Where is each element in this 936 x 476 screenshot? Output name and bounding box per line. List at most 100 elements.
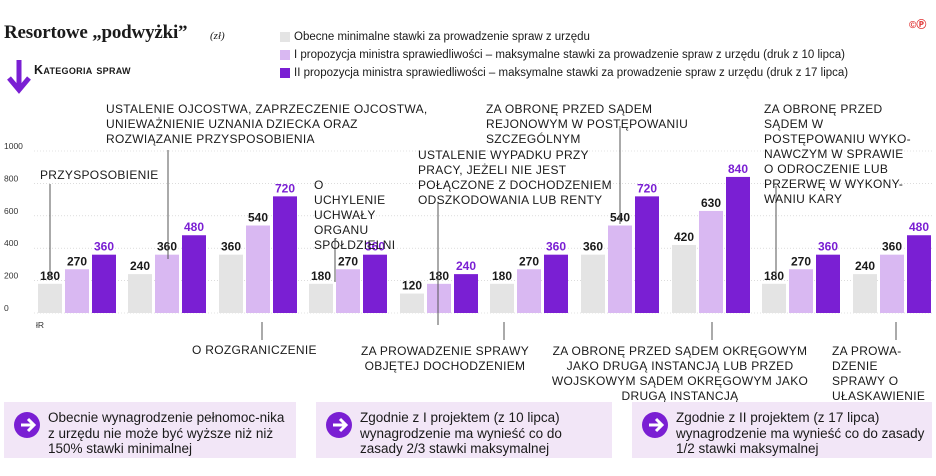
annotation-przysposobienie: Przysposobienie xyxy=(40,168,159,182)
bar xyxy=(544,254,568,313)
legend-item-proposal-2: II propozycja ministra sprawiedliwości –… xyxy=(280,64,848,82)
bar xyxy=(608,225,632,313)
bar-chart: 0 200 400 600 800 1000 łR 180 270 360 240 360 480 36… xyxy=(4,126,932,340)
bar xyxy=(309,283,333,313)
bar xyxy=(400,293,424,313)
bar xyxy=(219,254,243,313)
bar xyxy=(635,196,659,313)
footer-note-proposal-1: Zgodnie z I projektem (z 10 lipca) wynag… xyxy=(316,402,612,458)
data-label: 840 xyxy=(728,162,748,176)
data-label: 720 xyxy=(637,181,657,195)
legend-swatch-current xyxy=(280,32,290,42)
legend-label-proposal-2: II propozycja ministra sprawiedliwości –… xyxy=(294,67,849,79)
down-arrow-icon xyxy=(6,60,32,99)
legend-label-proposal-1: I propozycja ministra sprawiedliwości – … xyxy=(294,49,845,61)
bar xyxy=(427,283,451,313)
unit-label: (zł) xyxy=(210,30,225,42)
annotation-ustalenie-ojcostwa: Ustalenie ojcostwa, zaprzeczenie ojcostw… xyxy=(106,102,428,146)
data-label: 180 xyxy=(311,269,331,283)
y-tick-label: 800 xyxy=(4,173,18,183)
arrow-right-icon xyxy=(642,412,668,438)
bar xyxy=(853,274,877,313)
data-label: 630 xyxy=(701,196,721,210)
data-label: 240 xyxy=(130,259,150,273)
data-label: 120 xyxy=(402,279,422,293)
y-tick-label: 0 xyxy=(4,303,9,313)
bar xyxy=(128,274,152,313)
legend-swatch-proposal-1 xyxy=(280,50,290,60)
annotation-sad-okregowy: Za obronę przed sądem okręgowym jako dru… xyxy=(551,344,809,403)
annotation-wypadek-przy-pracy: Ustalenie wypadku przy pracy, jeżeli nie… xyxy=(418,148,612,207)
bar xyxy=(726,176,750,313)
bar xyxy=(246,225,270,313)
bar xyxy=(816,254,840,313)
bar xyxy=(182,235,206,313)
annotation-sad-rejonowy: Za obronę przed sądem rejonowym w postęp… xyxy=(486,102,689,146)
annotation-uchwala-spoldzielni: O uchylenie uchwały organu spółdzielni xyxy=(314,178,396,252)
bar xyxy=(762,283,786,313)
annotation-sprawa-dochodzenie: Za prowadzenie sprawy objętej dochodzeni… xyxy=(360,344,530,373)
annotation-rozgraniczenie: O rozgraniczenie xyxy=(192,343,317,357)
y-tick-label: 200 xyxy=(4,271,18,281)
bar xyxy=(336,269,360,313)
data-label: 270 xyxy=(338,254,358,268)
bar xyxy=(65,269,89,313)
bar xyxy=(363,254,387,313)
copyright-mark: ©Ⓟ xyxy=(909,20,927,31)
data-label: 360 xyxy=(882,240,902,254)
bar xyxy=(517,269,541,313)
bar xyxy=(789,269,813,313)
footer-note-current: Obecnie wynagrodzenie pełnomoc-nika z ur… xyxy=(4,402,296,458)
bar xyxy=(273,196,297,313)
data-label: 480 xyxy=(184,220,204,234)
y-tick-label: 400 xyxy=(4,238,18,248)
category-label: Kategoria spraw xyxy=(34,63,131,77)
y-tick-label: 600 xyxy=(4,206,18,216)
bar xyxy=(155,254,179,313)
data-label: 420 xyxy=(674,230,694,244)
legend-item-current: Obecne minimalne stawki za prowadzenie s… xyxy=(280,28,848,46)
legend-label-current: Obecne minimalne stawki za prowadzenie s… xyxy=(294,31,590,43)
bar xyxy=(581,254,605,313)
footer-text-current: Obecnie wynagrodzenie pełnomoc-nika z ur… xyxy=(48,410,285,456)
footer-note-proposal-2: Zgodnie z II projektem (z 17 lipca) wyna… xyxy=(632,402,932,458)
footer-text-proposal-1: Zgodnie z I projektem (z 10 lipca) wynag… xyxy=(360,410,562,456)
footer-text-proposal-2: Zgodnie z II projektem (z 17 lipca) wyna… xyxy=(676,410,925,456)
data-label: 360 xyxy=(221,240,241,254)
data-label: 180 xyxy=(764,269,784,283)
data-label: 240 xyxy=(855,259,875,273)
data-label: 270 xyxy=(67,254,87,268)
bar xyxy=(699,210,723,313)
data-label: 360 xyxy=(365,240,385,254)
data-label: 540 xyxy=(248,211,268,225)
data-label: 270 xyxy=(519,254,539,268)
bar xyxy=(92,254,116,313)
chart-title: Resortowe „podwyżki” xyxy=(4,22,188,43)
annotation-ulaskawienie: Za prowa-dzenie sprawy o ułaskawienie xyxy=(832,344,926,403)
bar xyxy=(672,244,696,313)
annotation-postepowanie-wykonawcze: Za obronę przed sądem w postępowaniu wyk… xyxy=(764,102,911,206)
data-label: 720 xyxy=(275,181,295,195)
bar xyxy=(454,274,478,313)
legend-swatch-proposal-2 xyxy=(280,68,290,78)
bar xyxy=(38,283,62,313)
data-label: 270 xyxy=(791,254,811,268)
bar xyxy=(880,254,904,313)
data-label: 180 xyxy=(429,269,449,283)
y-axis-label: łR xyxy=(36,320,44,330)
y-tick-label: 1000 xyxy=(4,141,23,151)
bar xyxy=(907,235,931,313)
data-label: 360 xyxy=(546,240,566,254)
arrow-right-icon xyxy=(326,412,352,438)
legend-item-proposal-1: I propozycja ministra sprawiedliwości – … xyxy=(280,46,848,64)
data-label: 360 xyxy=(818,240,838,254)
data-label: 240 xyxy=(456,259,476,273)
arrow-right-icon xyxy=(14,412,40,438)
data-label: 360 xyxy=(583,240,603,254)
data-label: 360 xyxy=(157,240,177,254)
data-label: 180 xyxy=(492,269,512,283)
data-label: 480 xyxy=(909,220,929,234)
bar xyxy=(490,283,514,313)
legend: Obecne minimalne stawki za prowadzenie s… xyxy=(280,28,848,82)
data-label: 360 xyxy=(94,240,114,254)
